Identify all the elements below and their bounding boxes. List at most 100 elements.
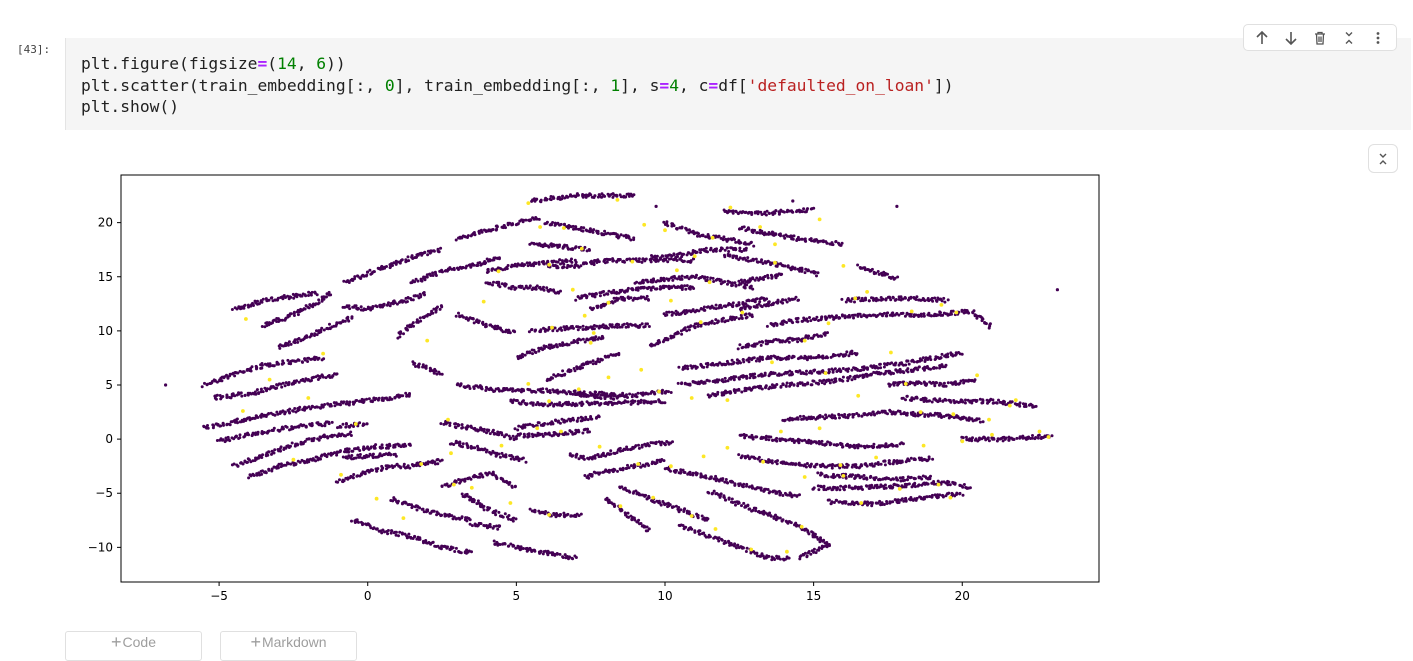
scatter-point bbox=[684, 525, 688, 529]
scatter-point bbox=[374, 397, 378, 400]
scatter-point bbox=[776, 355, 780, 359]
scatter-point bbox=[649, 401, 653, 405]
scatter-point bbox=[514, 455, 518, 459]
scatter-point bbox=[369, 526, 373, 530]
scatter-point bbox=[877, 298, 881, 302]
scatter-point bbox=[545, 432, 549, 436]
scatter-point bbox=[235, 417, 239, 421]
scatter-point bbox=[463, 551, 467, 555]
cluster-curve bbox=[706, 489, 831, 561]
scatter-point bbox=[439, 513, 443, 517]
scatter-point bbox=[506, 515, 509, 519]
scatter-point bbox=[241, 305, 245, 309]
scatter-point bbox=[439, 547, 443, 551]
code-editor[interactable]: plt.figure(figsize=(14, 6)) plt.scatter(t… bbox=[65, 38, 1411, 130]
scatter-point bbox=[581, 454, 585, 458]
scatter-point bbox=[853, 446, 857, 450]
scatter-point bbox=[932, 366, 935, 370]
scatter-point bbox=[402, 462, 406, 466]
scatter-point bbox=[310, 379, 313, 382]
scatter-point bbox=[860, 414, 864, 418]
scatter-point bbox=[451, 546, 455, 550]
scatter-point bbox=[246, 457, 250, 461]
scatter-point bbox=[383, 530, 386, 534]
scatter-point bbox=[926, 482, 930, 486]
move-up-button[interactable] bbox=[1249, 27, 1275, 49]
scatter-point bbox=[775, 338, 779, 342]
scatter-point bbox=[205, 383, 209, 387]
scatter-point bbox=[509, 457, 513, 461]
scatter-point bbox=[773, 558, 777, 561]
scatter-point bbox=[809, 462, 813, 466]
scatter-point bbox=[963, 401, 967, 405]
scatter-point bbox=[292, 310, 296, 314]
scatter-point bbox=[501, 515, 505, 519]
scatter-point bbox=[764, 434, 768, 438]
more-actions-button[interactable] bbox=[1365, 27, 1391, 49]
scatter-point bbox=[288, 295, 292, 299]
scatter-point bbox=[825, 416, 829, 419]
scatter-point bbox=[940, 299, 944, 303]
delete-cell-button[interactable] bbox=[1307, 27, 1333, 49]
scatter-point bbox=[372, 270, 376, 274]
scatter-point bbox=[901, 380, 905, 384]
scatter-point bbox=[865, 464, 869, 468]
scatter-point bbox=[514, 546, 518, 550]
scatter-point bbox=[697, 380, 701, 384]
scatter-point bbox=[808, 316, 811, 319]
scatter-point bbox=[884, 314, 888, 318]
scatter-point bbox=[933, 296, 937, 300]
scatter-point bbox=[568, 429, 572, 433]
scatter-point bbox=[943, 365, 947, 369]
move-down-button[interactable] bbox=[1278, 27, 1304, 49]
scatter-point bbox=[860, 296, 864, 300]
scatter-point bbox=[432, 509, 436, 513]
scatter-point bbox=[335, 322, 339, 326]
scatter-point bbox=[264, 453, 268, 457]
scatter-point bbox=[579, 415, 583, 419]
scatter-point bbox=[326, 402, 330, 406]
scatter-point bbox=[747, 360, 751, 364]
scatter-point bbox=[732, 388, 736, 392]
scatter-point bbox=[445, 269, 449, 273]
scatter-point bbox=[895, 444, 899, 448]
scatter-point bbox=[577, 514, 581, 518]
scatter-point bbox=[255, 388, 259, 392]
scatter-point bbox=[806, 381, 810, 385]
scatter-point bbox=[494, 454, 498, 458]
scatter-point bbox=[981, 420, 985, 424]
scatter-point bbox=[566, 512, 570, 516]
scatter-point bbox=[986, 436, 990, 440]
scatter-point bbox=[1029, 402, 1033, 406]
scatter-point bbox=[742, 360, 746, 364]
scatter-point bbox=[727, 540, 731, 544]
scatter-point bbox=[487, 428, 491, 432]
scatter-point bbox=[246, 460, 249, 464]
scatter-point bbox=[444, 545, 448, 549]
scatter-point bbox=[835, 498, 839, 502]
scatter-point bbox=[899, 479, 903, 483]
scatter-point bbox=[869, 373, 873, 377]
scatter-point bbox=[528, 546, 532, 550]
scatter-point bbox=[789, 521, 793, 525]
collapse-toggle-button[interactable] bbox=[1336, 27, 1362, 49]
scatter-point bbox=[681, 468, 685, 472]
output-collapse-button[interactable] bbox=[1368, 144, 1398, 173]
scatter-point bbox=[528, 422, 532, 426]
scatter-point bbox=[852, 503, 856, 507]
scatter-point bbox=[328, 404, 332, 408]
code-lines[interactable]: plt.figure(figsize=(14, 6)) plt.scatter(t… bbox=[81, 53, 954, 118]
scatter-point bbox=[802, 414, 806, 418]
scatter-point bbox=[885, 502, 889, 505]
scatter-point bbox=[663, 503, 667, 507]
scatter-point bbox=[571, 454, 575, 458]
scatter-point bbox=[995, 439, 999, 443]
scatter-point bbox=[742, 482, 746, 486]
scatter-point bbox=[907, 482, 911, 486]
scatter-point bbox=[1030, 436, 1034, 440]
scatter-point bbox=[230, 308, 234, 311]
scatter-point bbox=[444, 514, 448, 518]
scatter-point bbox=[492, 509, 496, 513]
scatter-point bbox=[429, 250, 433, 254]
scatter-point bbox=[323, 403, 327, 406]
